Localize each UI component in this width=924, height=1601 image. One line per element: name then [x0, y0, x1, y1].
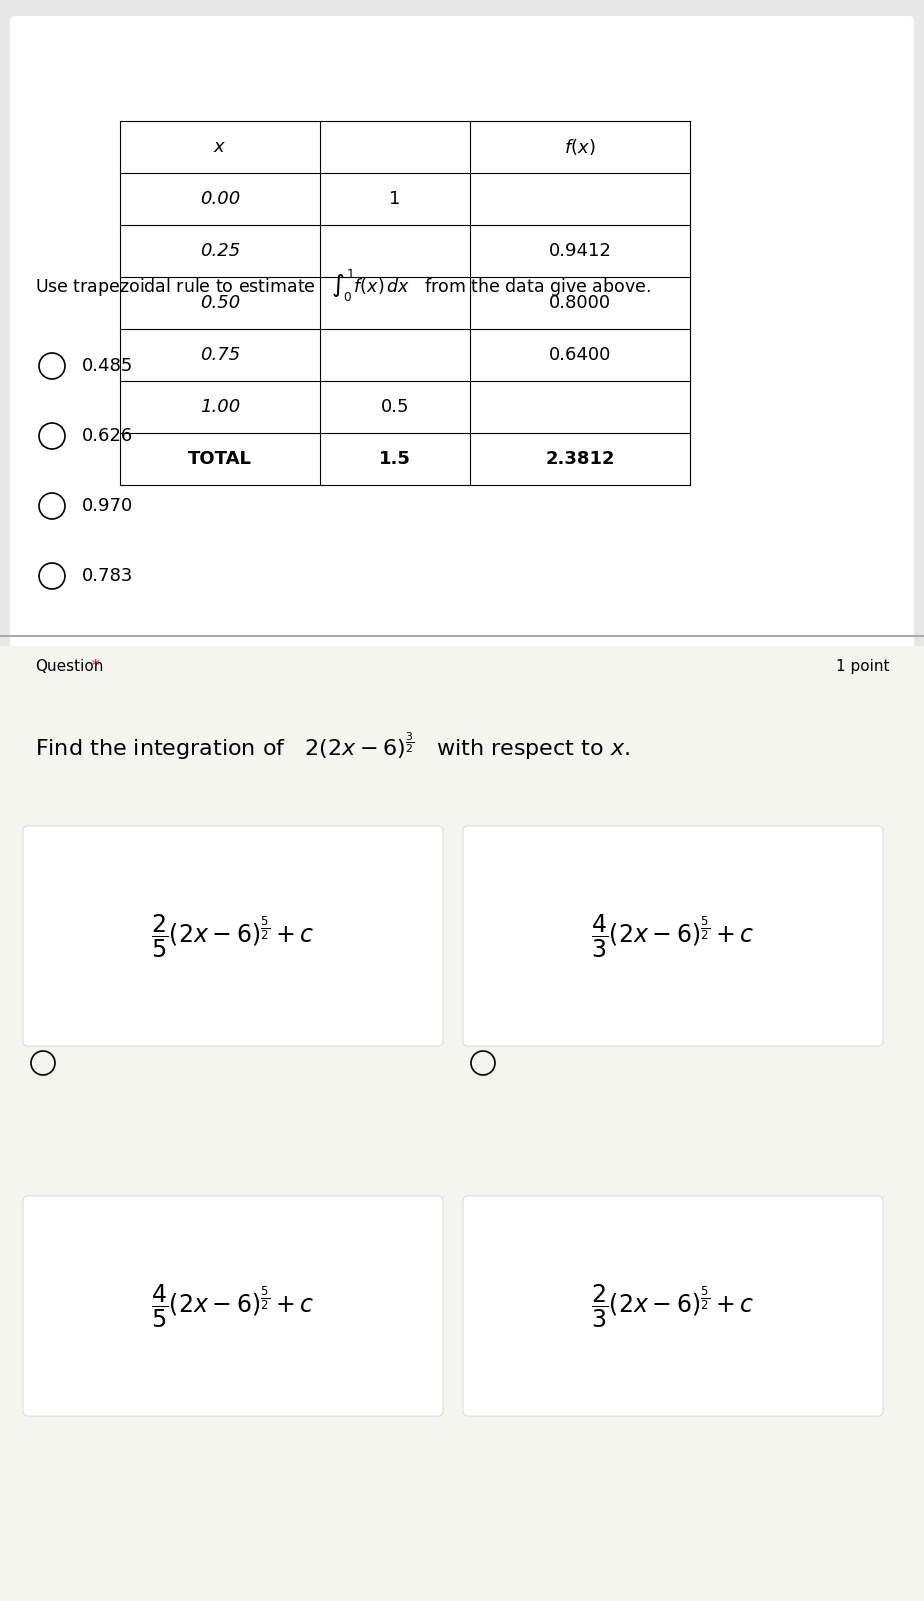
Text: 0.00: 0.00 — [200, 191, 240, 208]
Text: 1: 1 — [389, 191, 401, 208]
FancyBboxPatch shape — [10, 16, 914, 857]
FancyBboxPatch shape — [463, 1196, 883, 1415]
FancyBboxPatch shape — [23, 1196, 443, 1415]
Text: TOTAL: TOTAL — [188, 450, 252, 467]
Text: 0.485: 0.485 — [82, 357, 133, 375]
Text: *: * — [87, 658, 100, 674]
Text: 0.75: 0.75 — [200, 346, 240, 363]
Text: 0.783: 0.783 — [82, 567, 133, 584]
Text: Question: Question — [35, 658, 103, 674]
Text: 0.9412: 0.9412 — [549, 242, 612, 259]
Text: 0.6400: 0.6400 — [549, 346, 611, 363]
Text: 1.00: 1.00 — [200, 399, 240, 416]
Text: 1 point: 1 point — [836, 658, 890, 674]
Text: $\dfrac{2}{3}(2x-6)^{\frac{5}{2}}+c$: $\dfrac{2}{3}(2x-6)^{\frac{5}{2}}+c$ — [591, 1282, 755, 1330]
FancyBboxPatch shape — [463, 826, 883, 1045]
Text: 0.50: 0.50 — [200, 295, 240, 312]
Text: $\dfrac{2}{5}(2x-6)^{\frac{5}{2}}+c$: $\dfrac{2}{5}(2x-6)^{\frac{5}{2}}+c$ — [152, 913, 315, 959]
Text: 0.626: 0.626 — [82, 427, 133, 445]
Text: $\dfrac{4}{3}(2x-6)^{\frac{5}{2}}+c$: $\dfrac{4}{3}(2x-6)^{\frac{5}{2}}+c$ — [591, 913, 755, 959]
Text: 0.25: 0.25 — [200, 242, 240, 259]
Text: $\dfrac{4}{5}(2x-6)^{\frac{5}{2}}+c$: $\dfrac{4}{5}(2x-6)^{\frac{5}{2}}+c$ — [152, 1282, 315, 1330]
FancyBboxPatch shape — [0, 645, 924, 1601]
Text: $f(x)$: $f(x)$ — [565, 138, 596, 157]
Text: 0.970: 0.970 — [82, 496, 133, 516]
FancyBboxPatch shape — [23, 826, 443, 1045]
Text: 0.5: 0.5 — [381, 399, 409, 416]
Text: 2.3812: 2.3812 — [545, 450, 614, 467]
Text: 0.8000: 0.8000 — [549, 295, 611, 312]
Text: 1.5: 1.5 — [379, 450, 411, 467]
Text: Find the integration of   $2(2x-6)^{\frac{3}{2}}$   with respect to $x$.: Find the integration of $2(2x-6)^{\frac{… — [35, 730, 630, 762]
Text: Use trapezoidal rule to estimate   $\int_0^1 f(x)\,dx$   from the data give abov: Use trapezoidal rule to estimate $\int_0… — [35, 267, 650, 304]
Text: $x$: $x$ — [213, 138, 226, 155]
